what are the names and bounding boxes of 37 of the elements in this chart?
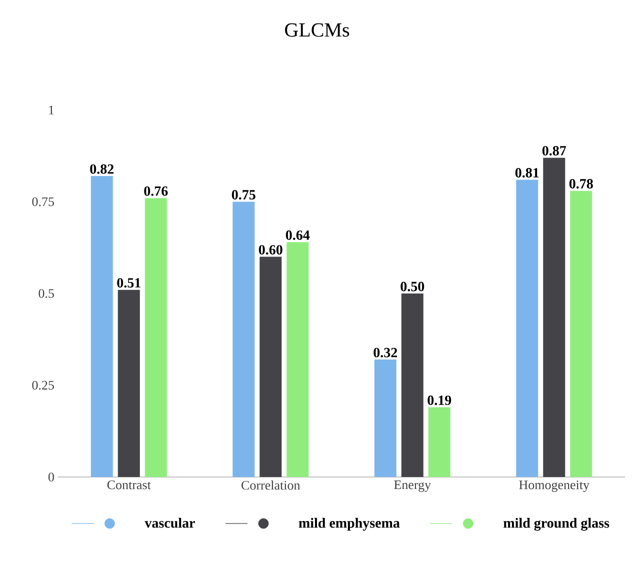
- bar: [374, 360, 396, 477]
- y-tick-label: 1: [49, 106, 54, 114]
- data-label: 0.32: [374, 348, 398, 358]
- y-tick-label: 0: [48, 472, 54, 482]
- data-label: 0.50: [400, 282, 424, 292]
- x-tick-label: Energy: [394, 480, 431, 492]
- bar: [516, 180, 538, 477]
- chart-title: GLCMs: [285, 23, 350, 37]
- bar: [428, 407, 450, 477]
- data-label: 0.82: [90, 164, 114, 174]
- y-tick-label: 0.25: [32, 380, 54, 390]
- y-tick-label: 0.75: [32, 197, 54, 206]
- bar: [144, 198, 167, 477]
- data-label: 0.75: [232, 190, 256, 200]
- data-label: 0.51: [117, 278, 140, 288]
- legend-label: mild ground glass: [504, 518, 610, 531]
- bar: [232, 202, 255, 477]
- bar: [118, 290, 140, 477]
- bar: [260, 256, 282, 477]
- bar: [570, 190, 592, 477]
- bar: [90, 176, 113, 477]
- bar: [286, 242, 309, 477]
- bar: [543, 158, 566, 477]
- data-label: 0.81: [515, 168, 539, 178]
- data-label: 0.19: [428, 396, 452, 406]
- legend-label: mild emphysema: [298, 518, 400, 531]
- y-tick-label: 0.5: [38, 289, 54, 298]
- data-label: 0.76: [144, 186, 168, 196]
- legend-label: vascular: [144, 518, 195, 528]
- data-label: 0.87: [542, 146, 566, 156]
- data-label: 0.60: [258, 245, 282, 255]
- data-label: 0.78: [569, 179, 593, 189]
- bar: [401, 293, 424, 477]
- x-tick-label: Contrast: [107, 480, 151, 490]
- data-label: 0.64: [286, 230, 310, 240]
- x-tick-label: Correlation: [242, 480, 300, 490]
- x-tick-label: Homogeneity: [519, 480, 590, 492]
